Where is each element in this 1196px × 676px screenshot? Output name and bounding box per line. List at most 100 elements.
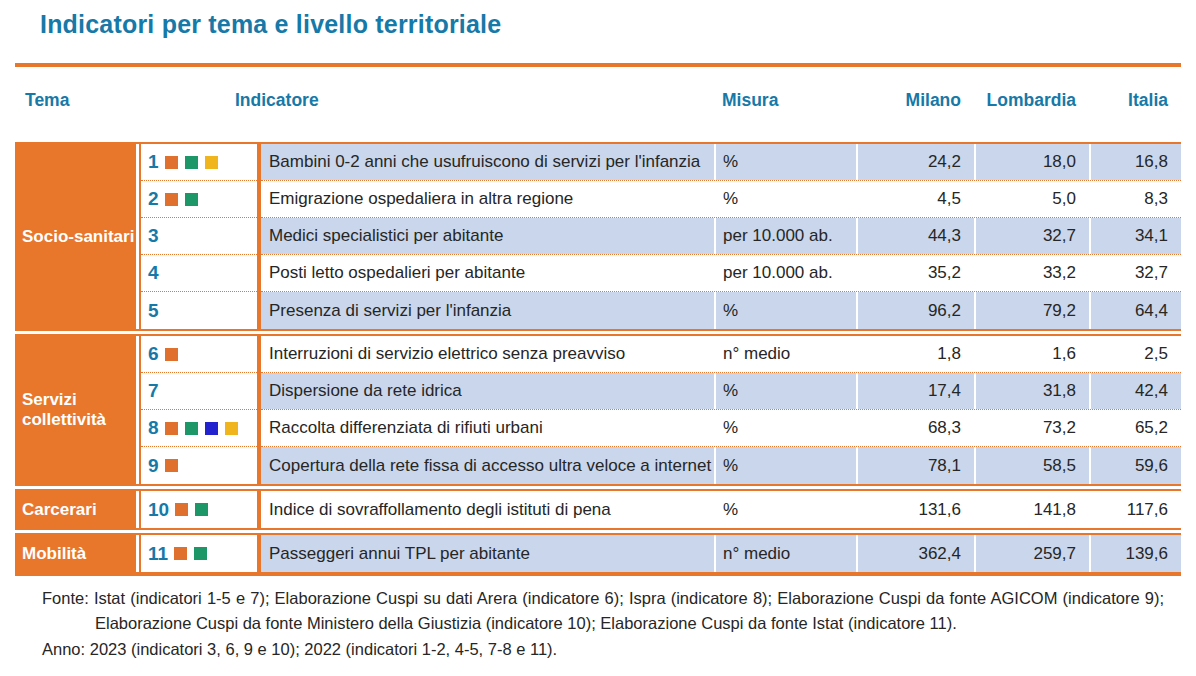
yellow-square-marker-icon (225, 422, 238, 435)
table-row: Bambini 0-2 anni che usufruiscono di ser… (261, 144, 1181, 181)
table-row: Passeggeri annui TPL per abitanten° medi… (261, 535, 1181, 572)
lombardia-cell: 58,5 (976, 447, 1089, 484)
table-row: Presenza di servizi per l'infanzia%96,27… (261, 292, 1181, 329)
milano-cell: 1,8 (858, 336, 974, 372)
table-row: Raccolta differenziata di rifiuti urbani… (261, 410, 1181, 447)
orange-square-marker-icon (174, 547, 187, 560)
green-square-marker-icon (185, 156, 198, 169)
lombardia-cell: 1,6 (976, 336, 1089, 372)
row-number: 2 (148, 188, 159, 210)
misura-cell: n° medio (716, 535, 856, 572)
lombardia-cell: 73,2 (976, 410, 1089, 446)
report-page: Indicatori per tema e livello territoria… (0, 0, 1196, 676)
misura-cell: n° medio (716, 336, 856, 372)
green-square-marker-icon (194, 547, 207, 560)
italia-cell: 64,4 (1091, 292, 1181, 329)
lombardia-cell: 259,7 (976, 535, 1089, 572)
orange-square-marker-icon (165, 156, 178, 169)
page-title: Indicatori per tema e livello territoria… (40, 10, 501, 39)
indicatore-cell: Posti letto ospedalieri per abitante (261, 255, 714, 291)
misura-cell: % (716, 373, 856, 409)
theme-cell: Socio-sanitari (15, 144, 136, 329)
green-square-marker-icon (195, 503, 208, 516)
orange-square-marker-icon (165, 422, 178, 435)
indicatore-cell: Presenza di servizi per l'infanzia (261, 292, 714, 329)
milano-cell: 362,4 (858, 535, 974, 572)
lombardia-cell: 141,8 (976, 491, 1089, 528)
table-row: Posti letto ospedalieri per abitanteper … (261, 255, 1181, 292)
milano-cell: 78,1 (858, 447, 974, 484)
yellow-square-marker-icon (205, 156, 218, 169)
column-header-tema: Tema (25, 90, 69, 111)
indicatore-cell: Copertura della rete fissa di accesso ul… (261, 447, 714, 484)
orange-square-marker-icon (165, 459, 178, 472)
table-header-row: Tema Indicatore Misura Milano Lombardia … (15, 90, 1181, 118)
rows-column: Passeggeri annui TPL per abitanten° medi… (261, 535, 1181, 572)
indicatore-cell: Passeggeri annui TPL per abitante (261, 535, 714, 572)
lombardia-cell: 5,0 (976, 181, 1089, 217)
milano-cell: 4,5 (858, 181, 974, 217)
misura-cell: % (716, 410, 856, 446)
theme-group: Servizi collettività6789Interruzioni di … (15, 334, 1181, 486)
row-number-cell: 6 (141, 336, 257, 373)
row-number: 10 (148, 499, 169, 521)
lombardia-cell: 18,0 (976, 144, 1089, 180)
misura-cell: per 10.000 ab. (716, 255, 856, 291)
theme-label: Mobilità (22, 544, 86, 564)
row-number: 7 (148, 380, 159, 402)
misura-cell: % (716, 491, 856, 528)
milano-cell: 131,6 (858, 491, 974, 528)
italia-cell: 34,1 (1091, 218, 1181, 254)
theme-label: Carcerari (22, 500, 97, 520)
row-number: 6 (148, 343, 159, 365)
lombardia-cell: 32,7 (976, 218, 1089, 254)
table-row: Dispersione da rete idrica%17,431,842,4 (261, 373, 1181, 410)
column-header-lombardia: Lombardia (976, 90, 1089, 111)
milano-cell: 44,3 (858, 218, 974, 254)
indicatore-cell: Bambini 0-2 anni che usufruiscono di ser… (261, 144, 714, 180)
indicators-table: Socio-sanitari12345Bambini 0-2 anni che … (15, 142, 1181, 579)
row-number: 1 (148, 151, 159, 173)
indicatore-cell: Medici specialistici per abitante (261, 218, 714, 254)
misura-cell: % (716, 292, 856, 329)
column-header-milano: Milano (858, 90, 974, 111)
theme-group: Carcerari 10 Indice di sovraffollamento de… (15, 489, 1181, 530)
row-number: 8 (148, 417, 159, 439)
milano-cell: 35,2 (858, 255, 974, 291)
column-header-misura: Misura (722, 90, 778, 111)
milano-cell: 24,2 (858, 144, 974, 180)
milano-cell: 17,4 (858, 373, 974, 409)
orange-square-marker-icon (165, 348, 178, 361)
milano-cell: 96,2 (858, 292, 974, 329)
indicatore-cell: Emigrazione ospedaliera in altra regione (261, 181, 714, 217)
misura-cell: % (716, 144, 856, 180)
row-number: 11 (148, 543, 168, 565)
row-number-cell: 11 (141, 535, 257, 572)
misura-cell: per 10.000 ab. (716, 218, 856, 254)
top-divider (15, 63, 1181, 67)
row-number-cell: 5 (141, 292, 257, 329)
misura-cell: % (716, 181, 856, 217)
number-column: 11 (139, 535, 261, 572)
lombardia-cell: 79,2 (976, 292, 1089, 329)
theme-label: Socio-sanitari (22, 227, 134, 247)
italia-cell: 59,6 (1091, 447, 1181, 484)
row-number-cell: 9 (141, 447, 257, 484)
table-footnotes: Fonte: Istat (indicatori 1-5 e 7); Elabo… (42, 586, 1164, 662)
lombardia-cell: 31,8 (976, 373, 1089, 409)
italia-cell: 8,3 (1091, 181, 1181, 217)
theme-group: Mobilità 11 Passeggeri annui TPL per abita… (15, 533, 1181, 576)
italia-cell: 139,6 (1091, 535, 1181, 572)
column-header-indicatore: Indicatore (235, 90, 319, 111)
green-square-marker-icon (185, 193, 198, 206)
theme-cell: Servizi collettività (15, 336, 136, 484)
number-column: 12345 (139, 144, 261, 329)
italia-cell: 117,6 (1091, 491, 1181, 528)
milano-cell: 68,3 (858, 410, 974, 446)
rows-column: Indice di sovraffollamento degli istitut… (261, 491, 1181, 528)
row-number-cell: 10 (141, 491, 257, 528)
row-number: 3 (148, 225, 159, 247)
row-number-cell: 3 (141, 218, 257, 255)
misura-cell: % (716, 447, 856, 484)
table-row: Emigrazione ospedaliera in altra regione… (261, 181, 1181, 218)
